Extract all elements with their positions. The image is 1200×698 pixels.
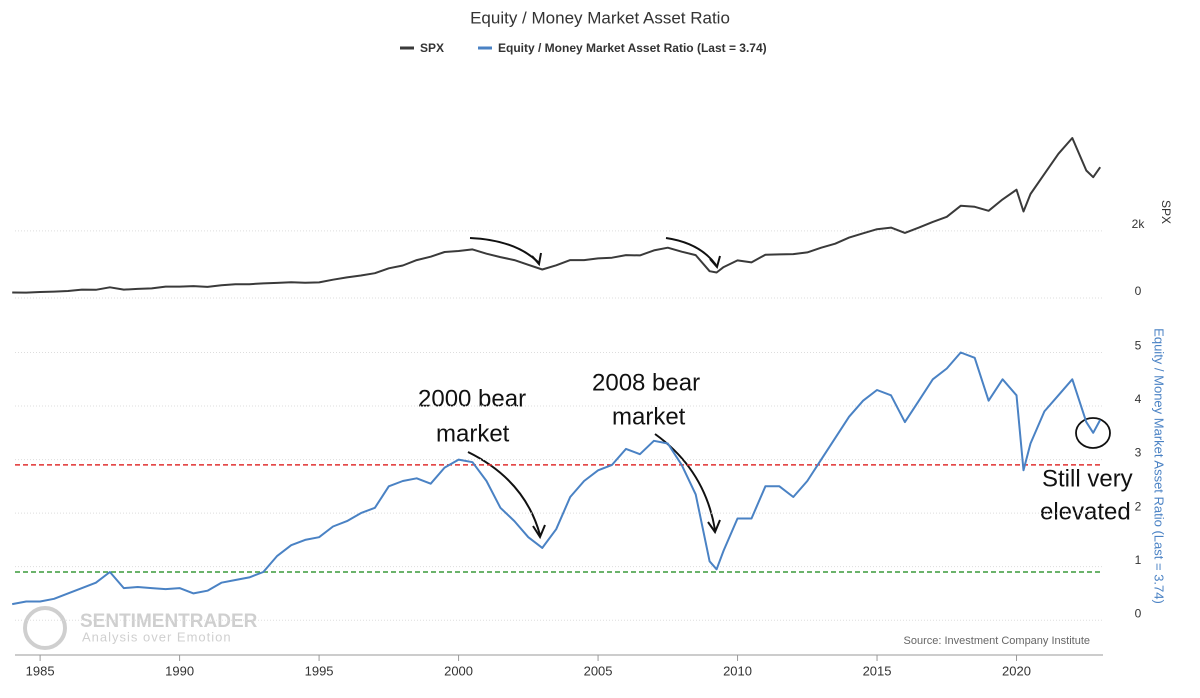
x-tick-label: 2005 xyxy=(584,663,613,678)
y-axis-title: SPX xyxy=(1159,200,1173,224)
arrow xyxy=(654,433,716,531)
y-tick-label: 0 xyxy=(1135,284,1142,298)
watermark-text: SENTIMENTRADER xyxy=(80,611,258,632)
x-tick-label: 2015 xyxy=(863,663,892,678)
annotation: elevated xyxy=(1040,498,1131,525)
watermark: SENTIMENTRADER Analysis over Emotion xyxy=(23,606,258,650)
y-tick-label: 2k xyxy=(1132,217,1146,231)
highlight-circle xyxy=(1075,417,1111,449)
watermark-text: Analysis over Emotion xyxy=(82,629,232,644)
arrow-head xyxy=(709,255,721,270)
series-line xyxy=(12,351,1102,606)
arrow-head xyxy=(532,524,546,540)
y-tick-label: 1 xyxy=(1135,553,1142,567)
watermark-icon xyxy=(23,606,67,650)
arrow-head xyxy=(707,519,721,535)
x-tick-label: 2010 xyxy=(723,663,752,678)
x-tick-label: 2000 xyxy=(444,663,473,678)
y-tick-label: 4 xyxy=(1135,392,1142,406)
x-tick-label: 1990 xyxy=(165,663,194,678)
annotation: market xyxy=(436,420,510,447)
annotation: 2008 bear xyxy=(592,369,700,396)
legend-label: Equity / Money Market Asset Ratio (Last … xyxy=(498,41,767,55)
arrows xyxy=(467,237,1111,540)
y-tick-label: 5 xyxy=(1135,339,1142,353)
y-axis-title: Equity / Money Market Asset Ratio (Last … xyxy=(1152,328,1167,604)
y-tick-label: 0 xyxy=(1135,606,1142,620)
arrow xyxy=(665,237,717,266)
source: Source: Investment Company Institute xyxy=(904,635,1090,647)
arrow-head xyxy=(531,252,542,267)
x-tick-label: 1995 xyxy=(305,663,334,678)
x-tick-label: 2020 xyxy=(1002,663,1031,678)
arrow xyxy=(467,451,541,536)
legend-label: SPX xyxy=(420,41,444,55)
y-tick-label: 2 xyxy=(1135,499,1142,513)
chart-title: Equity / Money Market Asset Ratio xyxy=(470,8,730,27)
annotation: 2000 bear xyxy=(418,385,526,412)
series-line xyxy=(12,137,1102,294)
annotation: Still very xyxy=(1042,465,1133,492)
annotation: market xyxy=(612,403,686,430)
x-tick-label: 1985 xyxy=(26,663,55,678)
y-tick-label: 3 xyxy=(1135,446,1142,460)
